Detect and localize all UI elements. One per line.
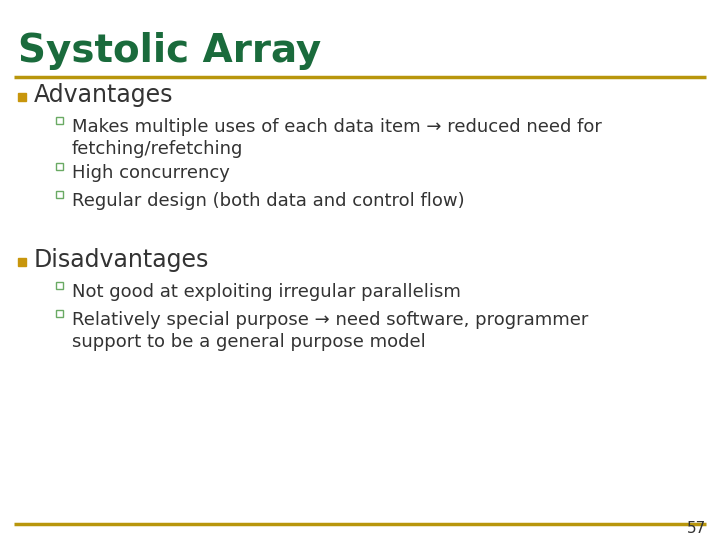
Text: Regular design (both data and control flow): Regular design (both data and control fl… <box>72 192 464 210</box>
Bar <box>18 258 26 266</box>
Text: Disadvantages: Disadvantages <box>34 248 210 272</box>
Text: Not good at exploiting irregular parallelism: Not good at exploiting irregular paralle… <box>72 283 461 301</box>
Text: Makes multiple uses of each data item → reduced need for
fetching/refetching: Makes multiple uses of each data item → … <box>72 118 602 158</box>
Text: Relatively special purpose → need software, programmer
support to be a general p: Relatively special purpose → need softwa… <box>72 311 588 351</box>
Text: 57: 57 <box>687 521 706 536</box>
Text: Advantages: Advantages <box>34 83 174 107</box>
Text: High concurrency: High concurrency <box>72 164 230 182</box>
Bar <box>18 93 26 101</box>
Text: Systolic Array: Systolic Array <box>18 32 321 70</box>
